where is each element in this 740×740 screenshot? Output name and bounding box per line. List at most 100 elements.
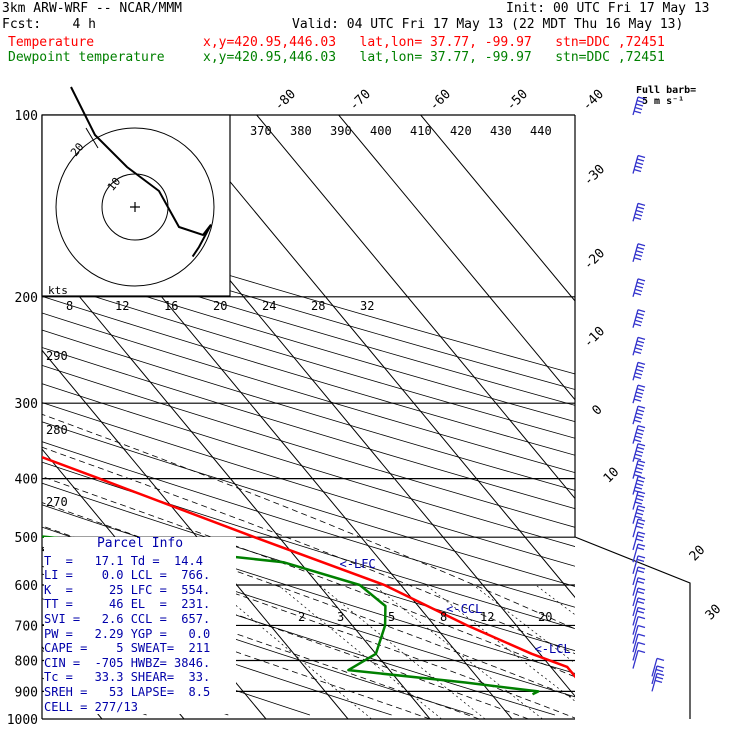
temp-tick-label: 20: [687, 543, 709, 565]
wind-barb: [632, 616, 646, 635]
parcel-info-row: PW = 2.29 YGP = 0.0: [44, 626, 211, 641]
parcel-info-row: K = 25 LFC = 554.: [44, 582, 211, 597]
pressure-tick-label: 900: [15, 685, 38, 700]
wind-barb: [632, 243, 646, 262]
wind-barb: [632, 555, 646, 575]
wind-barb: [632, 405, 646, 425]
wind-barb: [632, 633, 646, 653]
pressure-tick-label: 700: [15, 619, 38, 634]
theta-tick-label: 370: [250, 124, 272, 138]
model-title: 3km ARW-WRF -- NCAR/MMM: [2, 1, 183, 16]
parcel-info-row: SVI = 2.6 CCL = 657.: [44, 611, 211, 626]
hodo-speed-label: 32: [360, 299, 374, 313]
theta-tick-label: 400: [370, 124, 392, 138]
pressure-tick-label: 100: [15, 109, 38, 124]
mixing-ratio-label: 8: [440, 610, 447, 624]
temp-tick-label: -50: [504, 87, 531, 114]
parcel-info-row: CIN = -705 HWBZ= 3846.: [44, 655, 211, 670]
temperature-label: Temperature: [8, 35, 95, 50]
temp-tick-label: -30: [581, 162, 608, 189]
wind-barb: [632, 278, 646, 297]
theta-tick-label: 390: [330, 124, 352, 138]
parcel-info-rows: T = 17.1 Td = 14.4 LI = 0.0 LCL = 766. K =…: [44, 554, 236, 715]
barb-legend: Full barb= 5 m s⁻¹: [636, 85, 696, 107]
hodo-speed-label: 16: [164, 299, 178, 313]
wind-barb: [632, 443, 646, 462]
parcel-info-row: SREH = 53 LAPSE= 8.5: [44, 684, 211, 699]
wind-barb: [632, 587, 646, 607]
theta-tick-label: 380: [290, 124, 312, 138]
forecast-hour: Fcst: 4 h: [2, 17, 96, 32]
pressure-tick-label: 600: [15, 579, 38, 594]
wind-barb: [632, 649, 646, 669]
wind-barb: [632, 202, 646, 222]
wind-barb: [651, 665, 665, 685]
pressure-tick-label: 1000: [7, 713, 38, 728]
wind-barb: [632, 531, 646, 551]
wind-barb: [632, 624, 646, 644]
theta-side-label: 290: [46, 349, 68, 363]
wind-barbs: [632, 96, 665, 692]
parcel-info-row: LI = 0.0 LCL = 766.: [44, 568, 211, 583]
parcel-info-title: Parcel Info: [96, 536, 184, 551]
init-time: Init: 00 UTC Fri 17 May 13: [506, 1, 710, 16]
temperature-location: x,y=420.95,446.03 lat,lon= 37.77, -99.97…: [203, 35, 665, 50]
dewpoint-location: x,y=420.95,446.03 lat,lon= 37.77, -99.97…: [203, 50, 665, 65]
wind-barb: [632, 309, 646, 328]
hodo-speed-label: 24: [262, 299, 276, 313]
parcel-info-row: T = 17.1 Td = 14.4: [44, 553, 203, 568]
temp-tick-label: 10: [601, 465, 623, 487]
wind-barb: [651, 672, 665, 692]
hodo-units: kts: [48, 284, 68, 297]
hodo-speed-label: 12: [115, 299, 129, 313]
wind-barb: [632, 543, 646, 563]
temp-tick-label: -40: [580, 87, 607, 114]
parcel-info-row: CELL = 277/13: [44, 699, 138, 714]
wind-barb: [632, 384, 646, 404]
dewpoint-label: Dewpoint temperature: [8, 50, 165, 65]
hodograph-trace: [70, 86, 212, 258]
theta-tick-label: 440: [530, 124, 552, 138]
pressure-tick-label: 500: [15, 531, 38, 546]
wind-barb: [632, 606, 646, 626]
theta-tick-label: 420: [450, 124, 472, 138]
temp-tick-label: -60: [427, 87, 454, 114]
wind-barb: [632, 641, 646, 661]
temp-tick-label: 30: [703, 602, 725, 624]
wind-barb: [632, 424, 646, 444]
wind-barb: [632, 154, 646, 174]
temp-tick-label: -80: [272, 87, 299, 114]
hodo-speed-label: 20: [213, 299, 227, 313]
level-annotation: <-CCL: [446, 602, 482, 616]
wind-barb: [632, 577, 646, 596]
wind-barb: [632, 460, 646, 479]
temp-tick-label: -10: [581, 324, 608, 351]
mixing-ratio-label: 2: [298, 610, 305, 624]
mixing-ratio-label: 5: [388, 610, 395, 624]
wind-barb: [632, 597, 646, 617]
wind-barb: [632, 505, 646, 524]
hodo-speed-label: 8: [66, 299, 73, 313]
mixing-ratio-label: 20: [538, 610, 552, 624]
theta-side-label: 280: [46, 423, 68, 437]
theta-side-label: 270: [46, 495, 68, 509]
wind-barb: [632, 518, 646, 538]
temperature-line: [42, 455, 575, 679]
parcel-info-row: TT = 46 EL = 231.: [44, 597, 211, 612]
wind-barb: [632, 490, 646, 510]
pressure-tick-label: 400: [15, 473, 38, 488]
parcel-info-row: CAPE = 5 SWEAT= 211: [44, 641, 211, 656]
pressure-tick-label: 200: [15, 291, 38, 306]
parcel-info-panel: Parcel Info T = 17.1 Td = 14.4 LI = 0.0 L…: [44, 536, 236, 715]
level-annotation: <-LCL: [535, 642, 571, 656]
wind-barb: [632, 361, 646, 381]
temp-tick-label: -70: [347, 87, 374, 114]
temp-tick-label: -20: [581, 246, 608, 273]
mixing-ratio-label: 3: [337, 610, 344, 624]
pressure-tick-label: 800: [15, 654, 38, 669]
wind-barb: [651, 657, 665, 677]
valid-time: Valid: 04 UTC Fri 17 May 13 (22 MDT Thu …: [292, 17, 684, 32]
hodo-speed-label: 28: [311, 299, 325, 313]
